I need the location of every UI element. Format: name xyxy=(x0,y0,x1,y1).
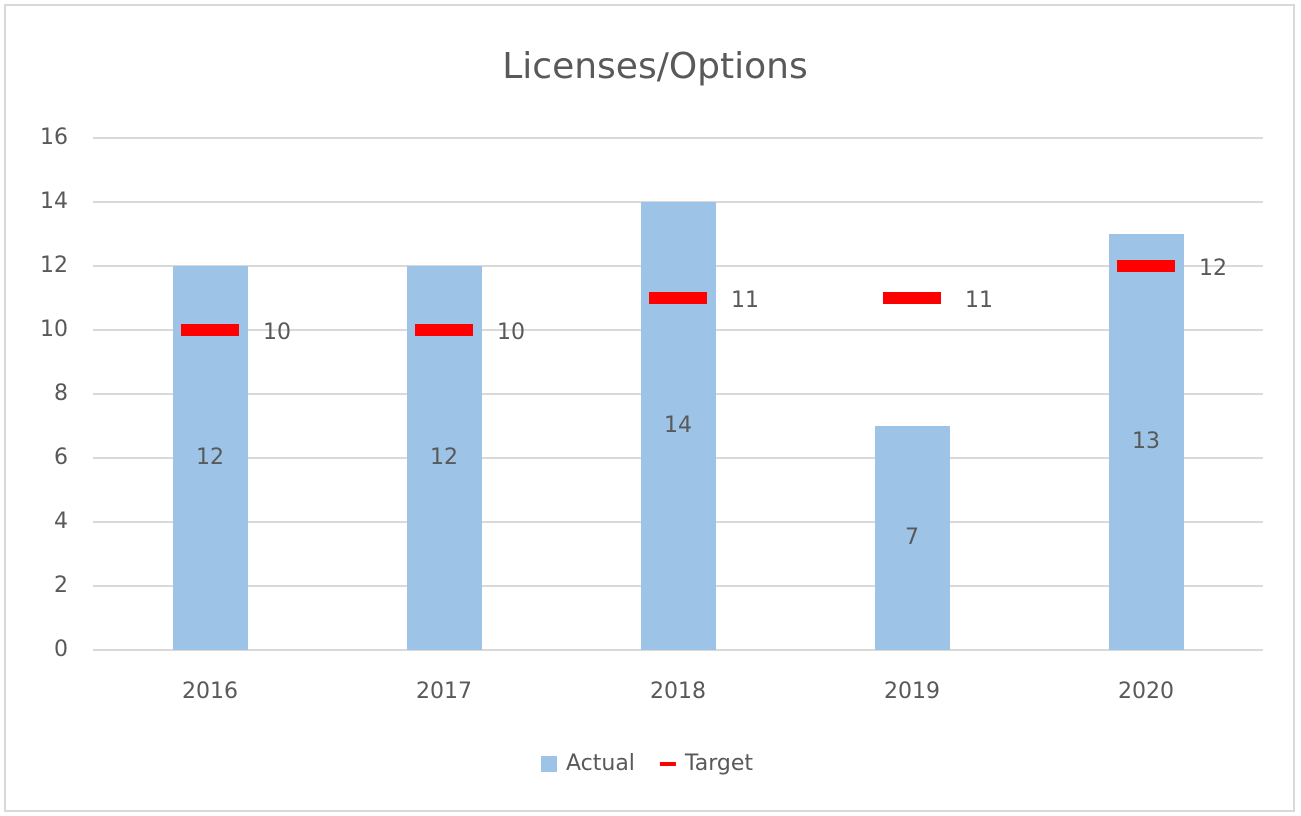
y-tick-label: 8 xyxy=(54,381,68,406)
target-marker xyxy=(181,324,239,336)
legend-swatch xyxy=(659,762,676,766)
data-label: 10 xyxy=(497,320,525,345)
data-label: 12 xyxy=(1199,256,1227,281)
data-label: 13 xyxy=(1132,429,1160,454)
data-label: 14 xyxy=(664,413,692,438)
legend-swatch xyxy=(541,756,557,772)
y-tick-label: 4 xyxy=(54,509,68,534)
y-tick-label: 0 xyxy=(54,637,68,662)
data-label: 10 xyxy=(263,320,291,345)
y-tick-label: 12 xyxy=(40,253,68,278)
legend-label: Target xyxy=(684,751,753,776)
y-tick-label: 6 xyxy=(54,445,68,470)
data-label: 11 xyxy=(731,288,759,313)
data-label: 7 xyxy=(905,525,919,550)
x-tick-label: 2019 xyxy=(884,679,940,704)
x-tick-label: 2018 xyxy=(650,679,706,704)
x-tick-label: 2017 xyxy=(416,679,472,704)
bar xyxy=(641,202,716,650)
chart-title: Licenses/Options xyxy=(502,46,808,87)
target-marker xyxy=(415,324,473,336)
data-label: 12 xyxy=(196,445,224,470)
y-tick-label: 2 xyxy=(54,573,68,598)
x-tick-label: 2020 xyxy=(1118,679,1174,704)
y-tick-label: 14 xyxy=(40,189,68,214)
target-marker xyxy=(649,292,707,304)
data-label: 11 xyxy=(965,288,993,313)
x-tick-label: 2016 xyxy=(182,679,238,704)
legend-label: Actual xyxy=(566,751,635,776)
bar xyxy=(1109,234,1184,650)
data-label: 12 xyxy=(430,445,458,470)
y-tick-label: 16 xyxy=(40,125,68,150)
bar xyxy=(875,426,950,650)
target-marker xyxy=(883,292,941,304)
target-marker xyxy=(1117,260,1175,272)
y-tick-label: 10 xyxy=(40,317,68,342)
